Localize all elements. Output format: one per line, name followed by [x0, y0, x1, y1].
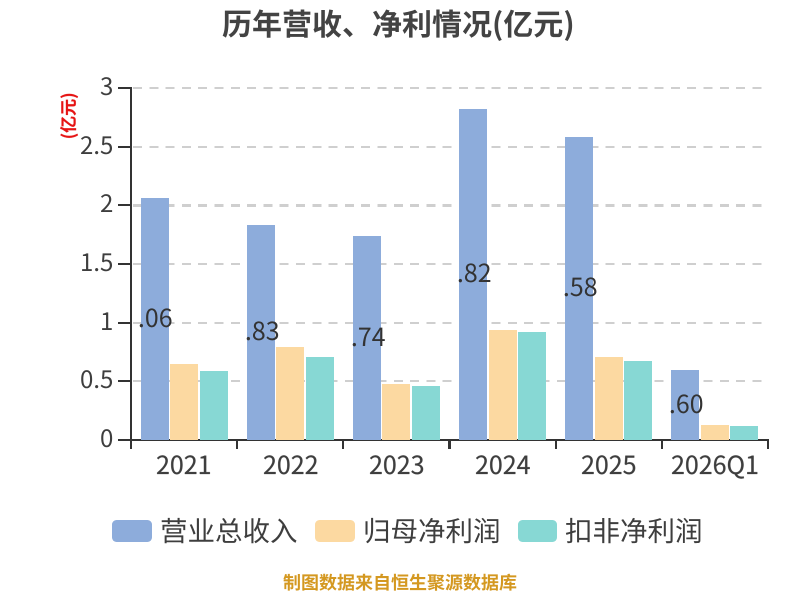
- bar-营业总收入-2026Q1[interactable]: [671, 369, 700, 440]
- x-tick-0: [129, 441, 133, 449]
- bar-扣非净利润-2023[interactable]: [411, 386, 440, 440]
- gridline-y-1: [132, 321, 768, 324]
- y-axis-line: [129, 87, 133, 448]
- bar-value-label-window: 2.06: [137, 198, 173, 440]
- legend-label-2: 扣非净利润: [565, 516, 705, 548]
- y-tick-label-0: 0: [100, 425, 116, 453]
- y-tick-label-2: 2: [100, 190, 116, 218]
- x-tick-4: [554, 441, 557, 449]
- legend-swatch-0: [112, 520, 152, 542]
- bar-value-label: 2.58: [562, 273, 598, 302]
- x-axis-label-2025: 2025: [581, 451, 639, 480]
- legend-swatch-1: [315, 520, 355, 542]
- bar-value-label: 2.82: [456, 259, 492, 288]
- y-axis-unit-label: (亿元): [59, 90, 79, 139]
- bar-value-label-window: 0.60: [668, 370, 704, 440]
- x-tick-1: [236, 441, 239, 449]
- y-tick-label-3: 3: [100, 73, 116, 101]
- y-tick-0.5: [118, 380, 130, 383]
- bar-value-label-window: 1.83: [243, 225, 279, 440]
- x-axis-label-2026Q1: 2026Q1: [671, 451, 761, 480]
- bar-归母净利润-2024[interactable]: [488, 329, 517, 440]
- y-tick-label-2.5: 2.5: [80, 132, 116, 160]
- bar-归母净利润-2021[interactable]: [170, 363, 199, 440]
- legend-label-1: 归母净利润: [363, 516, 503, 548]
- y-tick-label-1: 1: [100, 308, 116, 336]
- gridline-y-2.5: [132, 145, 768, 148]
- bar-value-label-window: 1.74: [349, 236, 385, 440]
- gridline-y-0.5: [132, 380, 768, 383]
- y-tick-label-0.5: 0.5: [80, 366, 116, 394]
- x-axis-label-2022: 2022: [263, 451, 321, 480]
- bar-value-label: 1.74: [349, 323, 385, 352]
- bar-营业总收入-2023[interactable]: [352, 235, 381, 440]
- legend-label-0: 营业总收入: [160, 516, 300, 548]
- x-tick-2: [342, 441, 345, 449]
- bar-归母净利润-2025[interactable]: [594, 356, 623, 440]
- footnote: 制图数据来自恒生聚源数据库: [283, 572, 519, 593]
- x-axis-line: [119, 438, 769, 442]
- y-tick-1.5: [118, 262, 130, 266]
- gridline-y-3: [132, 86, 768, 90]
- y-tick-2.5: [118, 145, 130, 148]
- bar-归母净利润-2022[interactable]: [276, 347, 305, 440]
- bar-value-label: 2.06: [137, 304, 173, 333]
- bar-扣非净利润-2025[interactable]: [624, 361, 653, 440]
- bar-扣非净利润-2022[interactable]: [305, 356, 334, 440]
- bar-归母净利润-2026Q1[interactable]: [700, 424, 729, 440]
- bar-value-label: 0.60: [668, 390, 704, 419]
- x-axis-label-2023: 2023: [369, 451, 427, 480]
- y-tick-1: [118, 321, 130, 324]
- bar-扣非净利润-2026Q1[interactable]: [730, 425, 759, 440]
- gridline-y-2: [132, 204, 768, 207]
- x-axis-label-2021: 2021: [156, 451, 214, 480]
- gridline-y-1.5: [132, 262, 768, 266]
- bar-扣非净利润-2021[interactable]: [199, 370, 228, 440]
- bar-归母净利润-2023[interactable]: [382, 383, 411, 440]
- x-tick-5: [660, 441, 663, 449]
- bar-营业总收入-2021[interactable]: [140, 198, 169, 440]
- legend-swatch-2: [517, 520, 558, 542]
- bar-value-label-window: 2.58: [562, 137, 598, 440]
- bar-扣非净利润-2024[interactable]: [518, 332, 547, 440]
- x-tick-6: [766, 441, 770, 449]
- y-tick-2: [118, 204, 130, 207]
- y-tick-3: [118, 87, 130, 90]
- bar-value-label: 1.83: [243, 317, 279, 346]
- x-axis-label-2024: 2024: [475, 451, 533, 480]
- x-tick-3: [448, 441, 451, 449]
- bar-营业总收入-2025[interactable]: [565, 137, 594, 440]
- y-tick-label-1.5: 1.5: [80, 249, 116, 277]
- chart-title: 历年营收、净利情况(亿元): [222, 8, 577, 42]
- bar-value-label-window: 2.82: [456, 109, 492, 440]
